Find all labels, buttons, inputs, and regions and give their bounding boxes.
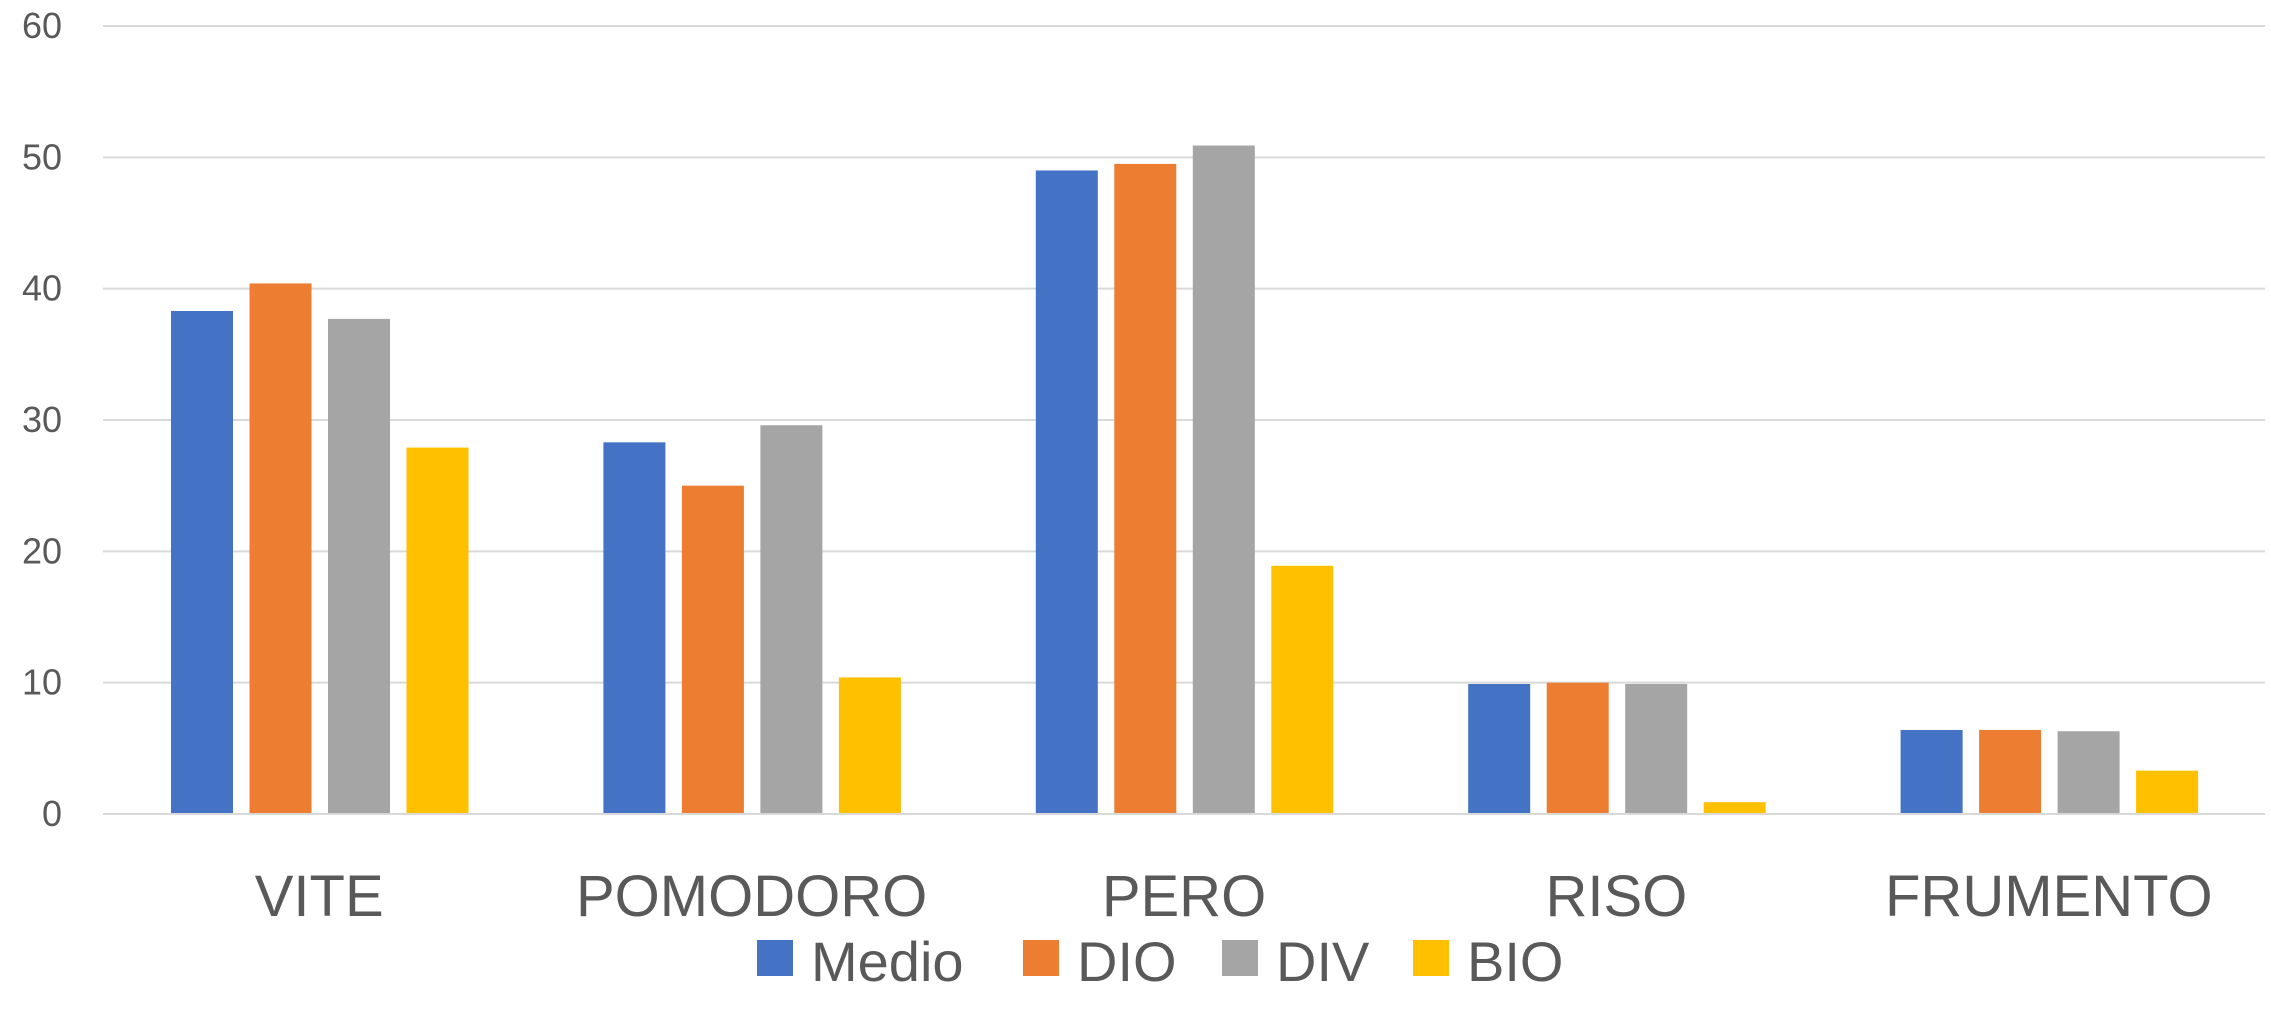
bar-dio-riso <box>1546 682 1609 814</box>
bar-div-frumento <box>2057 731 2120 814</box>
x-category-label: PERO <box>1102 864 1266 929</box>
bar-medio-pomodoro <box>603 442 666 814</box>
bar-bio-riso <box>1703 802 1766 814</box>
x-axis-category-labels: VITE POMODORO PERO RISO FRUMENTO <box>255 864 2213 929</box>
bar-bio-pomodoro <box>838 677 901 814</box>
bar-div-pomodoro <box>760 425 823 814</box>
legend-label: DIV <box>1276 930 1370 993</box>
legend-label: DIO <box>1077 930 1177 993</box>
legend-label: Medio <box>811 930 964 993</box>
x-category-label: RISO <box>1545 864 1687 929</box>
bar-group-riso <box>1468 682 1766 814</box>
x-category-label: VITE <box>255 864 384 929</box>
y-tick-label: 10 <box>22 662 62 703</box>
bar-div-riso <box>1625 683 1688 814</box>
bar-bio-vite <box>406 447 469 814</box>
legend: Medio DIO DIV BIO <box>757 930 1563 993</box>
y-tick-label: 40 <box>22 268 62 309</box>
bar-dio-pomodoro <box>681 485 744 814</box>
y-tick-label: 60 <box>22 5 62 46</box>
legend-item-bio: BIO <box>1413 930 1563 993</box>
y-axis-tick-labels: 0 10 20 30 40 50 60 <box>22 5 62 834</box>
bar-group-vite <box>171 283 469 814</box>
bar-medio-riso <box>1468 683 1531 814</box>
bar-medio-frumento <box>1900 729 1963 814</box>
legend-item-div: DIV <box>1222 930 1370 993</box>
bar-div-vite <box>328 318 390 814</box>
bar-div-pero <box>1192 145 1255 815</box>
bar-group-frumento <box>1900 729 2199 814</box>
legend-swatch <box>1023 940 1059 976</box>
x-category-label: POMODORO <box>576 864 927 929</box>
y-tick-label: 50 <box>22 136 62 177</box>
legend-item-medio: Medio <box>757 930 964 993</box>
bar-bio-pero <box>1271 565 1334 814</box>
legend-swatch <box>757 940 793 976</box>
y-tick-label: 20 <box>22 530 62 571</box>
bar-dio-vite <box>249 283 312 814</box>
legend-swatch <box>1413 940 1449 976</box>
bar-dio-pero <box>1114 163 1177 814</box>
bar-medio-vite <box>171 310 233 814</box>
bar-group-pomodoro <box>603 425 901 814</box>
bar-dio-frumento <box>1979 729 2042 814</box>
x-category-label: FRUMENTO <box>1885 864 2213 929</box>
bar-series <box>171 145 2199 815</box>
bar-medio-pero <box>1035 170 1098 814</box>
legend-item-dio: DIO <box>1023 930 1177 993</box>
legend-label: BIO <box>1467 930 1563 993</box>
bar-group-pero <box>1035 145 1334 815</box>
y-tick-label: 30 <box>22 399 62 440</box>
legend-swatch <box>1222 940 1258 976</box>
bar-bio-frumento <box>2136 770 2199 814</box>
y-tick-label: 0 <box>42 793 62 834</box>
